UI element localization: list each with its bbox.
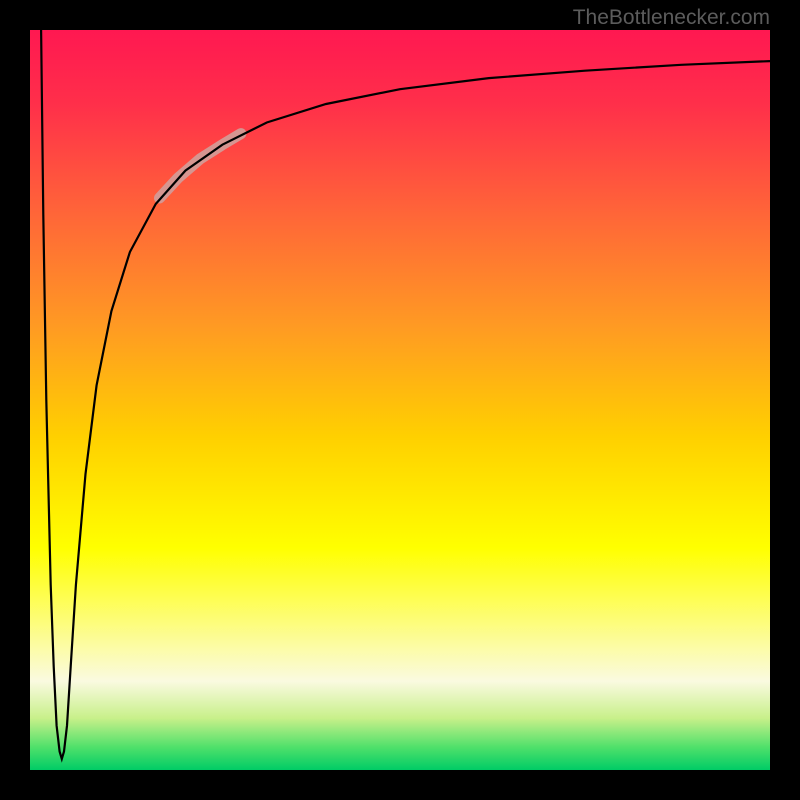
plot-area [30,30,770,770]
watermark-text: TheBottlenecker.com [573,6,770,30]
gradient-background [30,30,770,770]
stage: TheBottlenecker.com [0,0,800,800]
